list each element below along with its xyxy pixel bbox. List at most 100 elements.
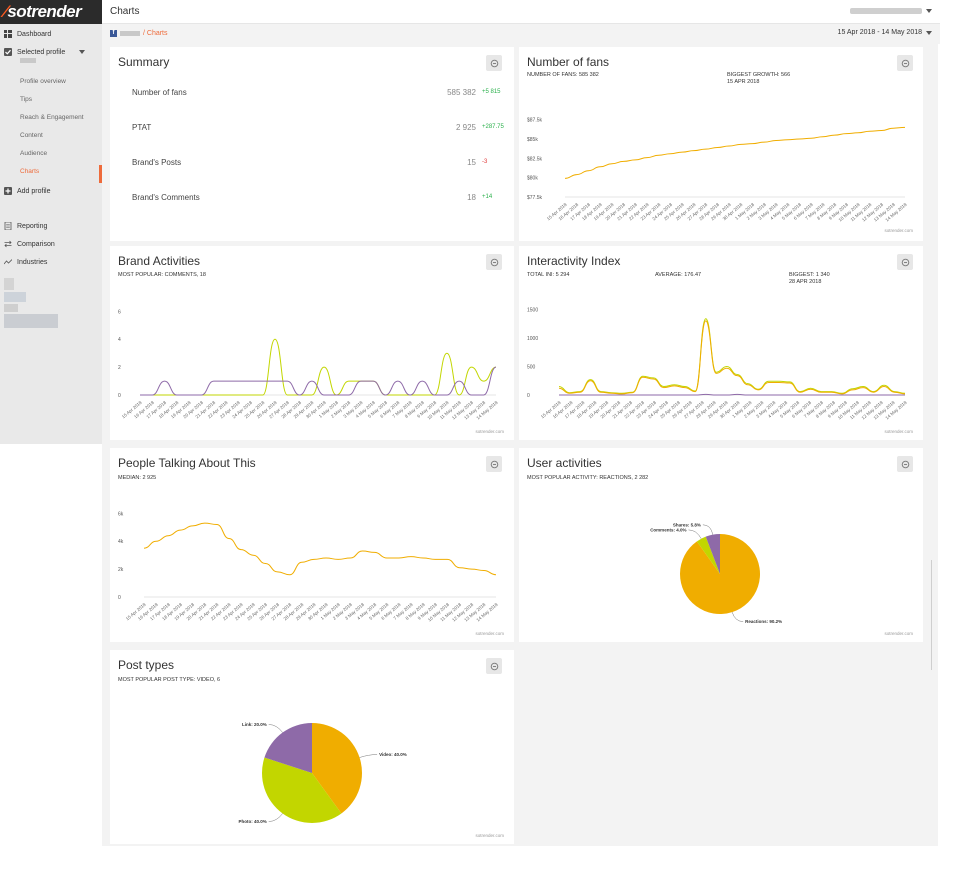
- y-tick-label: $87.5k: [527, 118, 543, 124]
- breadcrumb: f / Charts: [110, 30, 168, 37]
- sidebar-item-profile-overview[interactable]: Profile overview: [20, 78, 66, 85]
- sidebar-item-add-profile[interactable]: Add profile: [0, 183, 102, 199]
- credit-text: sotrender.com: [884, 631, 913, 636]
- swap-arrows-icon: [4, 240, 12, 248]
- interactivity-panel: Interactivity Index TOTAL INI: 5 294 AVE…: [519, 246, 923, 440]
- summary-change: +14: [482, 194, 493, 200]
- page-title: Charts: [110, 6, 140, 17]
- chart-subtitle: AVERAGE: 176.47: [655, 272, 702, 278]
- zoom-button[interactable]: [486, 456, 502, 472]
- summary-change: +287.75: [482, 124, 504, 130]
- chart-subtitle: TOTAL INI: 5 294: [527, 272, 570, 278]
- chart-subtitle: 15 APR 2018: [727, 79, 760, 85]
- sidebar-item-reporting[interactable]: Reporting: [0, 218, 102, 234]
- plus-icon: [4, 187, 12, 195]
- scrollbar[interactable]: [931, 560, 932, 670]
- sidebar-item-audience[interactable]: Audience: [20, 150, 48, 157]
- pie-slice: [705, 534, 720, 574]
- pie-slice: [680, 534, 761, 614]
- y-tick-label: 4k: [118, 539, 124, 545]
- chart-subtitle: NUMBER OF FANS: 585 382: [527, 72, 599, 78]
- chevron-down-icon: [79, 50, 86, 54]
- document-icon: [4, 222, 12, 230]
- chart-title: People Talking About This: [118, 456, 256, 470]
- chevron-down-icon: [926, 30, 932, 35]
- y-tick-label: 0: [527, 393, 530, 399]
- summary-value: 15: [467, 158, 476, 167]
- pie-connector: [268, 724, 283, 733]
- chevron-down-icon: [926, 9, 932, 13]
- summary-panel: Summary Number of fans 585 382 +5 815 PT…: [110, 47, 514, 241]
- post-types-pie-chart: Video: 40.0% Photo: 40.0% Link: 20.0%: [238, 722, 406, 824]
- blurred-image: [4, 292, 26, 302]
- sidebar-label-industries: Industries: [17, 258, 48, 266]
- summary-label: Brand's Posts: [132, 158, 182, 167]
- zoom-icon: [901, 460, 909, 468]
- y-tick-label: 1500: [527, 308, 538, 314]
- user-activities-panel: User activities MOST POPULAR ACTIVITY: R…: [519, 448, 923, 642]
- breadcrumb-current[interactable]: / Charts: [143, 30, 168, 37]
- sidebar-item-content[interactable]: Content: [20, 132, 43, 139]
- pie-slice: [262, 757, 342, 823]
- y-tick-label: $82.5k: [527, 156, 543, 162]
- sidebar-label-comparison: Comparison: [17, 240, 55, 248]
- profile-name-blurred: [20, 58, 36, 63]
- y-tick-label: 500: [527, 365, 536, 371]
- zoom-icon: [490, 59, 498, 67]
- zoom-button[interactable]: [897, 55, 913, 71]
- active-item-marker: [99, 165, 102, 183]
- zoom-button[interactable]: [486, 658, 502, 674]
- chart-title: Interactivity Index: [527, 254, 621, 268]
- zoom-button[interactable]: [897, 254, 913, 270]
- zoom-button[interactable]: [486, 254, 502, 270]
- sub-bar: f / Charts 15 Apr 2018 - 14 May 2018: [102, 24, 940, 44]
- y-tick-label: $85k: [527, 137, 538, 143]
- chart-subtitle: BIGGEST GROWTH: 566: [727, 72, 791, 78]
- sidebar-label-selected-profile: Selected profile: [17, 48, 66, 56]
- sidebar: ⁄sotrender Dashboard Selected profile Pr…: [0, 0, 102, 444]
- y-tick-label: 4: [118, 337, 121, 343]
- y-tick-label: 6k: [118, 511, 124, 517]
- credit-text: sotrender.com: [475, 833, 504, 838]
- summary-row: Brand's Comments 18 +14: [132, 193, 502, 205]
- sidebar-item-charts[interactable]: Charts: [20, 168, 40, 175]
- facebook-icon: f: [110, 30, 117, 37]
- series-line: [143, 522, 497, 576]
- series-line: [139, 338, 497, 396]
- blurred-image: [4, 314, 58, 328]
- sidebar-label-dashboard: Dashboard: [17, 30, 52, 38]
- pie-connector: [359, 754, 378, 758]
- user-menu[interactable]: [850, 8, 932, 14]
- summary-change: -3: [482, 159, 488, 165]
- series-line: [558, 318, 906, 394]
- zoom-icon: [490, 258, 498, 266]
- y-tick-label: 1000: [527, 336, 538, 342]
- sidebar-item-industries[interactable]: Industries: [0, 254, 102, 270]
- y-tick-label: 0: [118, 595, 121, 601]
- zoom-icon: [901, 59, 909, 67]
- zoom-button[interactable]: [486, 55, 502, 71]
- chart-subtitle: MOST POPULAR POST TYPE: VIDEO, 6: [118, 677, 221, 683]
- sidebar-item-reach-engagement[interactable]: Reach & Engagement: [20, 114, 84, 121]
- chart-subtitle: MOST POPULAR ACTIVITY: REACTIONS, 2 282: [527, 475, 649, 481]
- y-tick-label: 2k: [118, 567, 124, 573]
- zoom-icon: [901, 258, 909, 266]
- sidebar-label-add-profile: Add profile: [17, 187, 51, 195]
- chart-subtitle: MOST POPULAR: COMMENTS, 18: [118, 272, 206, 278]
- y-tick-label: 2: [118, 365, 121, 371]
- sotrender-logo[interactable]: ⁄sotrender: [4, 2, 82, 21]
- date-range-picker[interactable]: 15 Apr 2018 - 14 May 2018: [838, 29, 932, 36]
- chart-subtitle: MEDIAN: 2 925: [118, 475, 157, 481]
- sidebar-item-tips[interactable]: Tips: [20, 96, 33, 103]
- sidebar-item-selected-profile[interactable]: Selected profile: [0, 44, 102, 60]
- sidebar-item-comparison[interactable]: Comparison: [0, 236, 102, 252]
- chart-subtitle: 28 APR 2018: [789, 279, 822, 285]
- pie-slice: [264, 723, 312, 773]
- profile-name-blurred: [120, 31, 140, 36]
- chart-title: Brand Activities: [118, 254, 201, 268]
- zoom-button[interactable]: [897, 456, 913, 472]
- sidebar-item-dashboard[interactable]: Dashboard: [0, 26, 102, 42]
